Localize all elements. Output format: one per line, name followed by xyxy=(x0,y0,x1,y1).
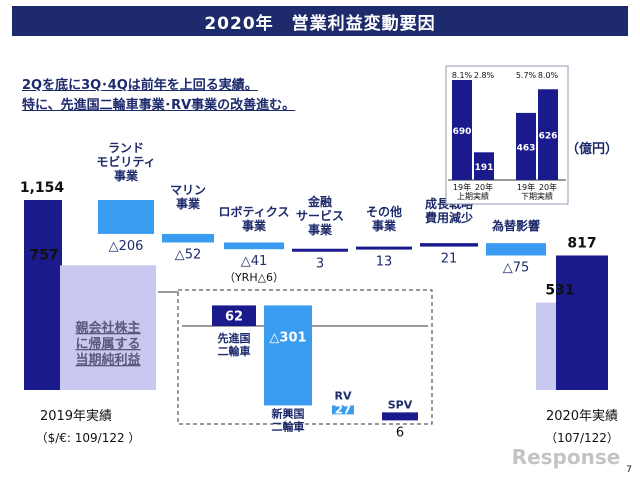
step-6-category-line-2: 費用減少 xyxy=(425,210,473,225)
label-start-total: 1,154 xyxy=(20,180,65,196)
breakdown-bar-1 xyxy=(212,305,256,326)
bar-step-4 xyxy=(292,248,348,252)
subtitle-line-2: 特に、先進国二輪車事業･RV事業の改善進む。 xyxy=(22,98,296,113)
step-3-category-line-2: 事業 xyxy=(242,218,267,233)
step-1-category-line-1: ランド xyxy=(108,141,144,155)
inset-cat-2-2: 20年 xyxy=(539,182,557,192)
net-income-label-line-2: に帰属する xyxy=(75,336,140,352)
breakdown-3-category: RV xyxy=(335,389,352,402)
step-4-category-line-3: 事業 xyxy=(308,222,333,237)
bar-step-2 xyxy=(162,233,214,243)
title-bar: 2020年 営業利益変動要因 xyxy=(12,6,628,36)
inset-value-2-2: 626 xyxy=(539,132,558,142)
inset-bar-2-1 xyxy=(516,112,536,180)
step-4-value-label: 3 xyxy=(316,257,324,272)
breakdown-4-category: SPV xyxy=(388,398,413,411)
bar-end-total xyxy=(556,255,608,390)
inset-cat-1-2: 20年 xyxy=(475,182,493,192)
step-7-category-line-1: 為替影響 xyxy=(492,218,540,233)
bar-step-1 xyxy=(98,200,154,234)
step-1-category-line-2: モビリティ xyxy=(96,154,155,169)
inset-margin-1-2: 2.8% xyxy=(474,71,495,80)
step-2-category-line-1: マリン xyxy=(170,183,206,197)
step-1-category-line-3: 事業 xyxy=(114,168,139,183)
step-4-category-line-2: サービス xyxy=(296,208,344,223)
inset-value-1-2: 191 xyxy=(475,163,494,173)
bar-step-3 xyxy=(224,242,284,250)
inset-group-2-label: 下期実績 xyxy=(521,191,553,201)
label-end-rate: （107/122） xyxy=(545,431,619,445)
step-2-value-label: △52 xyxy=(175,247,202,262)
label-end-total: 817 xyxy=(567,235,596,251)
step-1-value-label: △206 xyxy=(109,239,144,254)
inset-margin-1-1: 8.1% xyxy=(452,71,473,80)
inset-group-1-label: 上期実績 xyxy=(457,191,489,201)
step-3-value-label: △41 xyxy=(241,254,268,269)
inset-margin-2-2: 8.0% xyxy=(538,71,559,80)
step-5-category-line-1: その他 xyxy=(366,204,402,219)
label-start-net-income: 757 xyxy=(29,247,58,263)
breakdown-2-value-label: △301 xyxy=(269,330,306,345)
inset-value-1-1: 690 xyxy=(453,127,472,137)
breakdown-1-category-line-1: 先進国 xyxy=(218,331,251,345)
bar-start-total xyxy=(24,200,62,390)
bar-step-6 xyxy=(420,243,478,247)
inset-bar-1-2 xyxy=(474,152,494,180)
breakdown-frame xyxy=(177,289,433,425)
watermark: Response xyxy=(512,445,621,469)
bar-step-5 xyxy=(356,246,412,250)
breakdown-2-category-line-1: 新興国 xyxy=(272,406,305,420)
breakdown-bar-2 xyxy=(264,305,312,406)
breakdown-3-value-label: 27 xyxy=(335,402,352,416)
step-6-value-label: 21 xyxy=(441,252,458,267)
breakdown-bar-4 xyxy=(382,412,418,421)
bar-step-7 xyxy=(486,243,546,256)
inset-margin-2-1: 5.7% xyxy=(516,71,537,80)
step-5-value-label: 13 xyxy=(376,255,393,270)
breakdown-1-category-line-2: 二輪車 xyxy=(218,344,251,358)
breakdown-1-value-label: 62 xyxy=(225,310,243,325)
inset-value-2-1: 463 xyxy=(517,143,536,153)
step-3-note: （YRH△6） xyxy=(224,271,284,284)
label-start-category: 2019年実績 xyxy=(40,408,112,424)
inset-cat-1-1: 19年 xyxy=(453,182,471,192)
breakdown-2-category-line-2: 二輪車 xyxy=(272,419,305,433)
page-title: 2020年 営業利益変動要因 xyxy=(204,14,436,34)
subtitle-line-1: 2Qを底に3Q･4Qは前年を上回る実績。 xyxy=(22,78,258,93)
step-5-category-line-2: 事業 xyxy=(372,218,397,233)
breakdown-bar-3 xyxy=(332,405,354,415)
label-end-net-income: 531 xyxy=(545,283,574,299)
net-income-label-line-1: 親会社株主 xyxy=(75,320,140,336)
step-7-value-label: △75 xyxy=(503,260,530,275)
unit-label: （億円） xyxy=(566,142,619,157)
page-number: 7 xyxy=(626,465,632,475)
step-3-category-line-1: ロボティクス xyxy=(219,204,290,219)
step-2-category-line-2: 事業 xyxy=(176,196,201,211)
breakdown-4-value-label: 6 xyxy=(396,425,404,440)
label-start-rate: （$/€: 109/122 ） xyxy=(36,431,141,445)
inset-bar-2-2 xyxy=(538,89,558,180)
step-4-category-line-1: 金融 xyxy=(307,194,332,209)
inset-bar-1-1 xyxy=(452,80,472,180)
bar-start-net-income xyxy=(60,265,156,390)
inset-cat-2-1: 19年 xyxy=(517,182,535,192)
label-end-category: 2020年実績 xyxy=(546,408,618,424)
net-income-label-line-3: 当期純利益 xyxy=(75,352,140,368)
